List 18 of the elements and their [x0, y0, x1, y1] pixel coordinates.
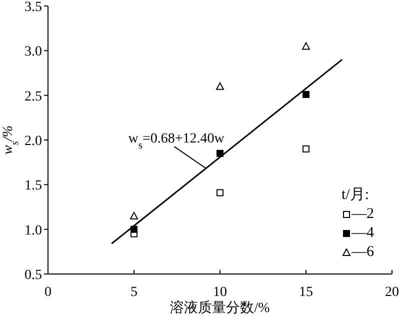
x-tick-label: 5: [130, 285, 138, 300]
y-tick-label: 2.0: [24, 134, 42, 149]
y-tick-label: 0.5: [24, 268, 42, 283]
y-tick-label: 1.5: [24, 178, 42, 194]
annotation: w$_{s}$=0.68+12.40w: [128, 132, 226, 152]
legend-label: —2: [352, 205, 374, 224]
x-tick-label: 15: [299, 285, 313, 300]
y-tick-label: 1.0: [24, 223, 42, 238]
x-tick-label: 10: [213, 285, 227, 300]
legend-label: —4: [352, 224, 374, 243]
x-tick-label: 20: [385, 285, 399, 300]
y-tick-label: 2.5: [24, 89, 42, 104]
y-tick-label: 3.5: [24, 0, 42, 15]
legend-title: t/月:: [342, 186, 370, 205]
x-axis-title: 溶液质量分数/%: [170, 300, 270, 316]
x-tick-label: 0: [44, 285, 52, 300]
y-tick-label: 3.0: [24, 44, 42, 60]
legend-label: —6: [352, 243, 374, 262]
